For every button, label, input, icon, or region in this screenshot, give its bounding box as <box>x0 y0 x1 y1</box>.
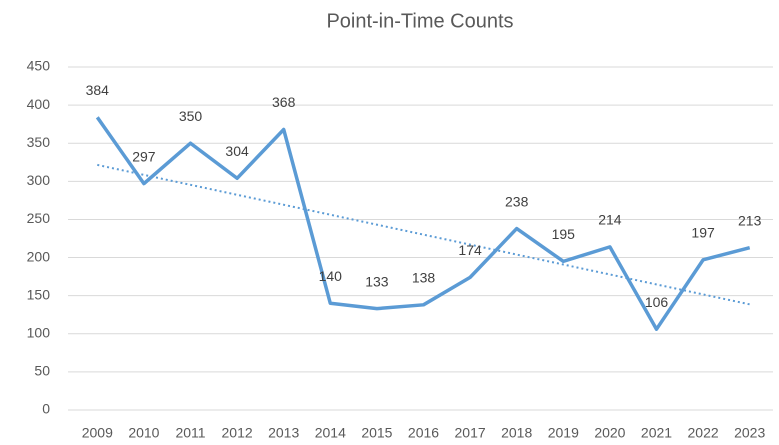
x-tick-label: 2010 <box>128 425 159 441</box>
x-tick-label: 2014 <box>315 425 346 441</box>
x-tick-label: 2018 <box>501 425 532 441</box>
y-tick-label: 250 <box>27 210 51 226</box>
data-label: 297 <box>132 148 156 164</box>
x-tick-label: 2015 <box>361 425 392 441</box>
x-tick-label: 2011 <box>175 425 205 441</box>
data-label: 106 <box>645 294 669 310</box>
data-label: 197 <box>691 225 715 241</box>
x-tick-label: 2020 <box>594 425 625 441</box>
x-tick-label: 2013 <box>268 425 299 441</box>
y-tick-label: 50 <box>34 363 50 379</box>
data-label: 214 <box>598 212 622 228</box>
y-tick-label: 400 <box>27 96 51 112</box>
data-label: 304 <box>225 143 249 159</box>
x-tick-label: 2023 <box>734 425 765 441</box>
trendline <box>97 163 750 306</box>
y-tick-label: 150 <box>27 286 51 302</box>
data-label: 195 <box>552 226 576 242</box>
data-label: 350 <box>179 108 203 124</box>
x-tick-label: 2021 <box>641 425 672 441</box>
data-label: 213 <box>738 212 762 228</box>
data-label: 238 <box>505 193 529 209</box>
x-tick-label: 2017 <box>455 425 486 441</box>
x-tick-label: 2022 <box>688 425 719 441</box>
data-line <box>95 116 751 331</box>
y-tick-label: 100 <box>27 324 51 340</box>
y-tick-label: 200 <box>27 248 51 264</box>
data-label: 133 <box>365 273 389 289</box>
data-label: 140 <box>319 268 343 284</box>
data-label: 138 <box>412 270 436 286</box>
x-tick-label: 2019 <box>548 425 579 441</box>
y-tick-label: 300 <box>27 172 51 188</box>
y-tick-label: 350 <box>27 134 51 150</box>
y-tick-label: 450 <box>27 58 51 74</box>
data-label: 368 <box>272 94 296 110</box>
y-tick-label: 0 <box>42 401 50 417</box>
data-label: 174 <box>458 242 482 258</box>
x-tick-label: 2009 <box>82 425 113 441</box>
data-label: 384 <box>86 82 110 98</box>
x-tick-label: 2012 <box>222 425 253 441</box>
x-tick-label: 2016 <box>408 425 439 441</box>
chart-title: Point-in-Time Counts <box>326 10 513 32</box>
